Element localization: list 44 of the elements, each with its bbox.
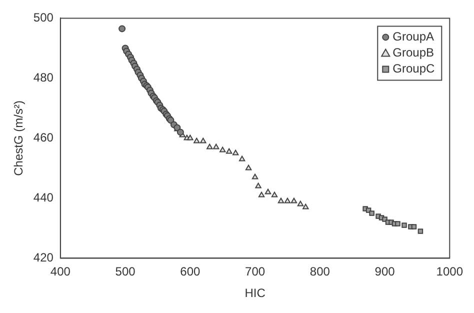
point xyxy=(284,198,291,204)
point xyxy=(220,146,226,152)
point xyxy=(252,174,258,180)
legend-label: GroupA xyxy=(392,30,434,44)
point xyxy=(264,188,272,194)
y-tick-label: 500 xyxy=(33,10,54,25)
y-tick-label: 460 xyxy=(33,130,54,145)
point xyxy=(290,198,298,204)
point xyxy=(418,228,424,234)
point xyxy=(194,138,200,144)
point xyxy=(271,192,278,198)
point xyxy=(226,148,232,154)
point xyxy=(411,224,417,230)
point xyxy=(278,198,284,204)
legend-label: GroupC xyxy=(392,62,435,76)
x-tick-label: 700 xyxy=(245,264,266,279)
point xyxy=(176,128,184,136)
legend-label: GroupB xyxy=(392,46,434,60)
y-tick-label: 420 xyxy=(33,250,54,265)
point xyxy=(245,164,252,170)
point xyxy=(297,200,304,206)
point xyxy=(258,192,265,198)
y-tick-label: 480 xyxy=(33,70,54,85)
x-tick-label: 500 xyxy=(115,264,136,279)
x-tick-label: 1000 xyxy=(436,264,464,279)
point xyxy=(395,221,400,226)
point xyxy=(369,210,374,216)
x-tick-label: 900 xyxy=(374,264,396,279)
x-tick-label: 600 xyxy=(180,264,200,279)
x-tick-label: 800 xyxy=(310,264,330,279)
point xyxy=(238,156,246,162)
y-axis-title: ChestG (m/s²) xyxy=(12,100,26,176)
point xyxy=(302,204,309,210)
point xyxy=(232,150,239,156)
x-tick-label: 400 xyxy=(50,264,71,279)
x-axis-title: HIC xyxy=(244,286,266,300)
point xyxy=(187,134,194,140)
point xyxy=(206,144,213,150)
point xyxy=(402,222,407,228)
point xyxy=(255,182,262,188)
point xyxy=(118,25,126,32)
y-tick-label: 440 xyxy=(33,190,54,205)
point xyxy=(213,144,220,150)
point xyxy=(200,138,206,144)
